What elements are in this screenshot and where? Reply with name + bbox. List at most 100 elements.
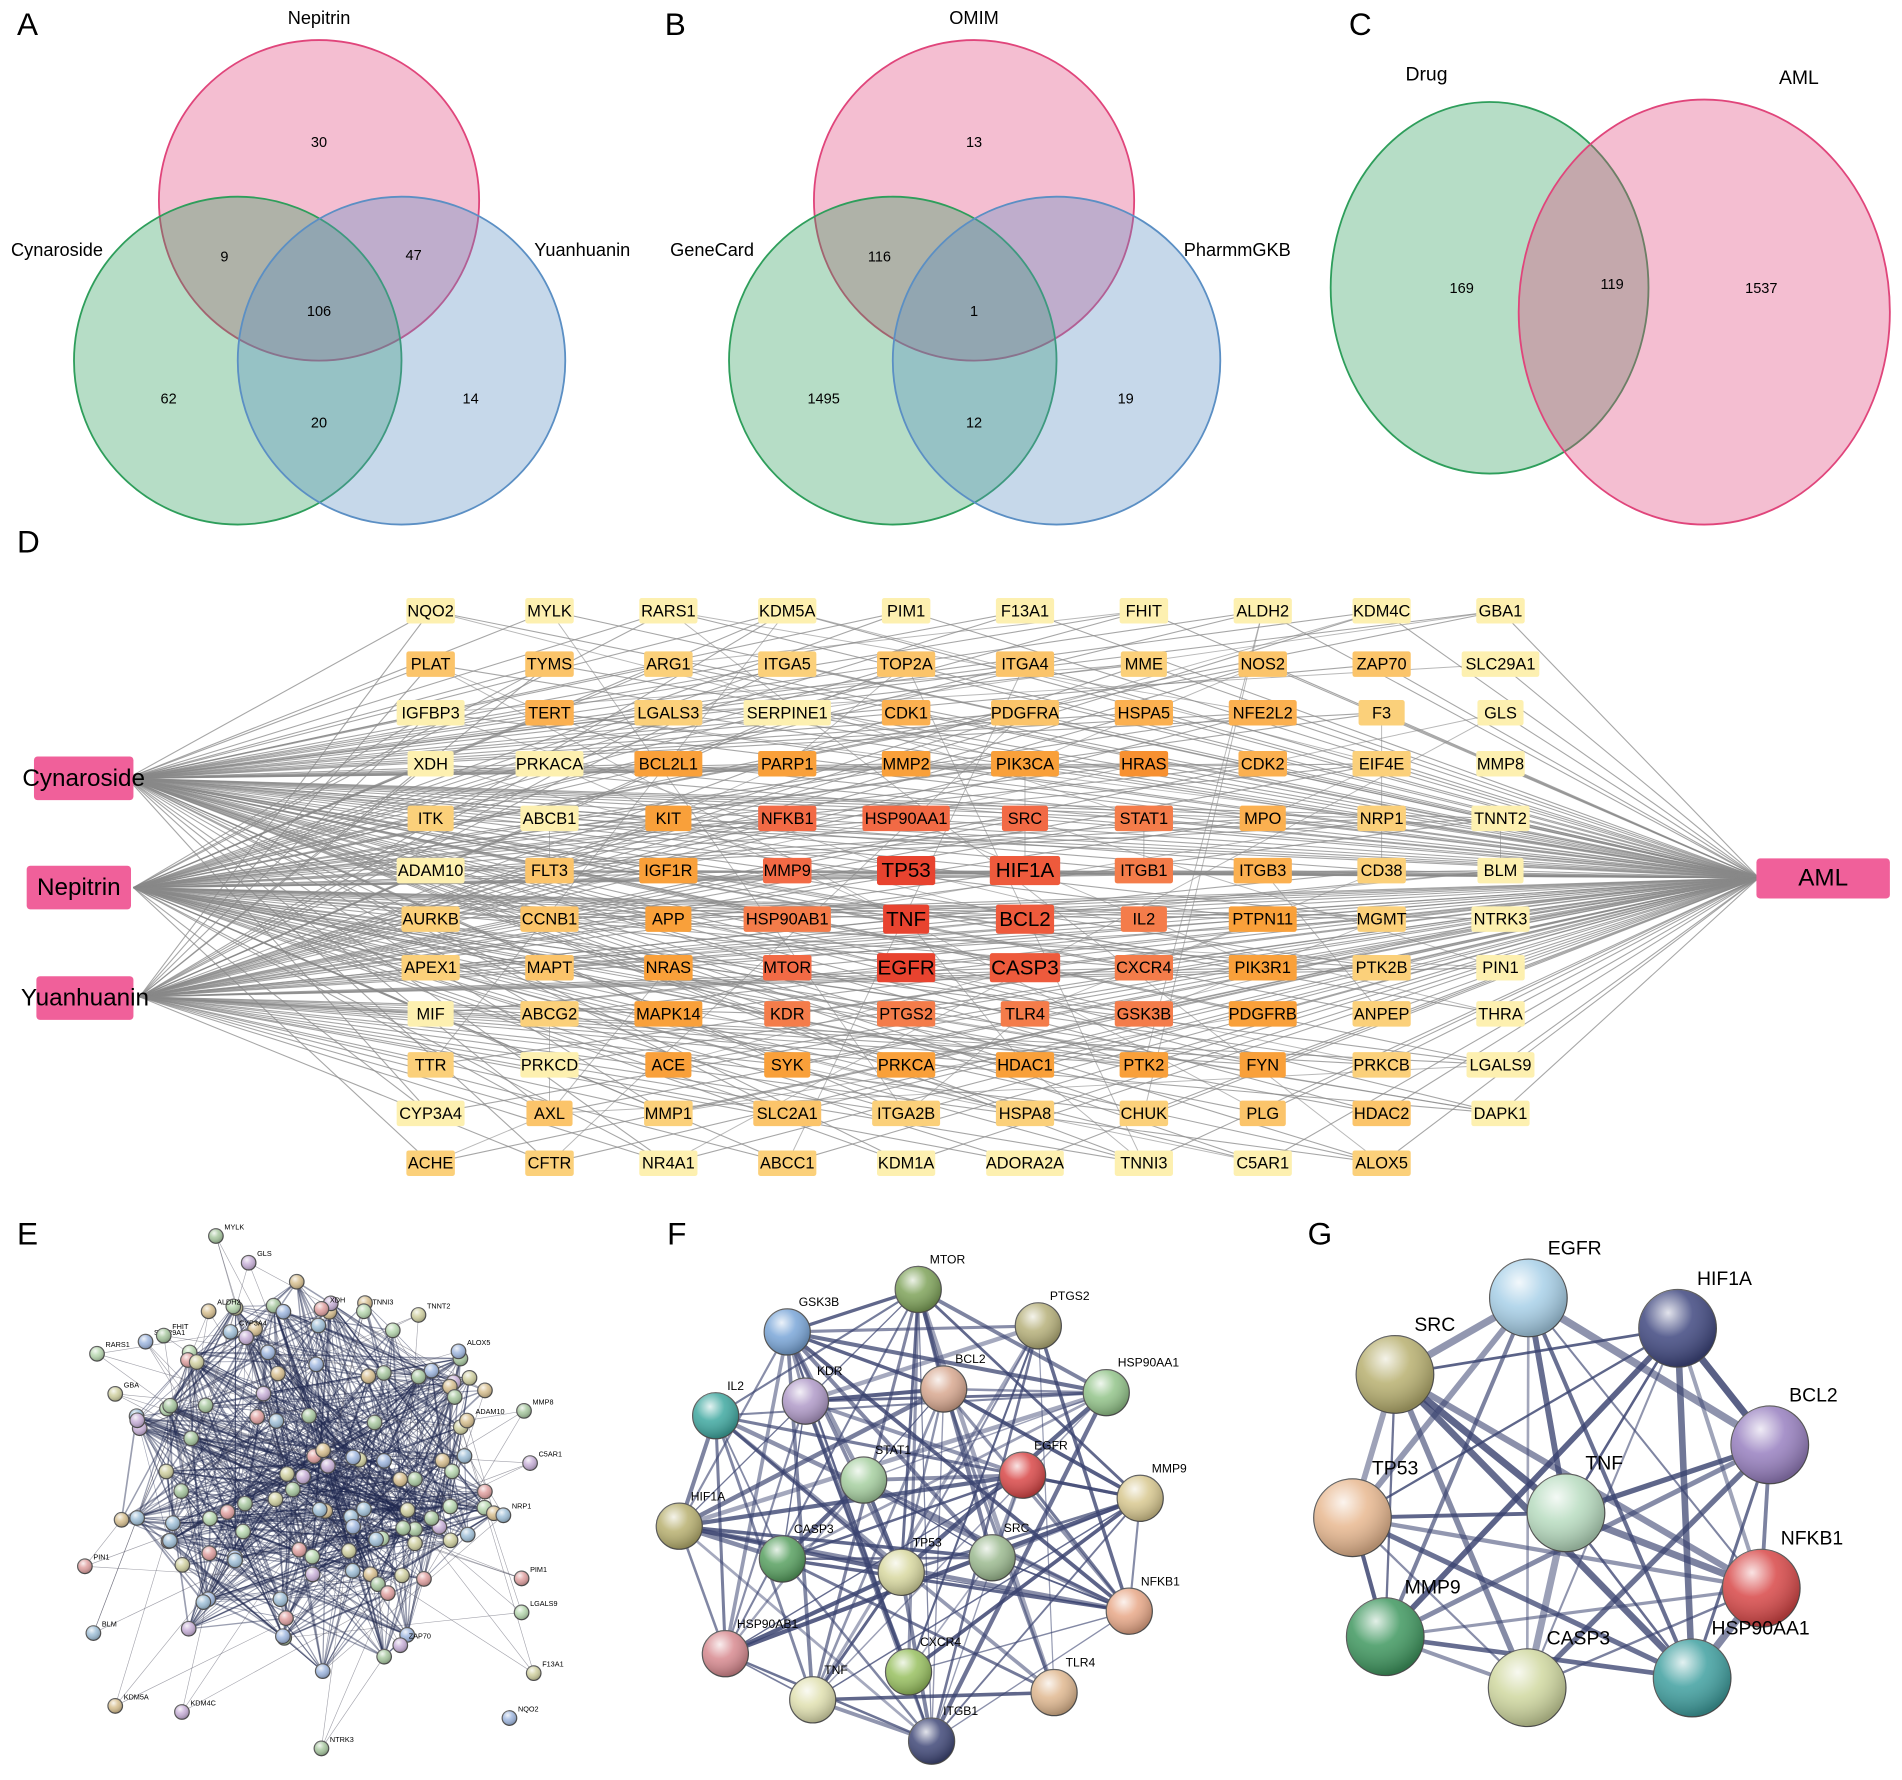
gene-node: [764, 1052, 811, 1078]
gene-node: [1238, 750, 1288, 777]
node-shine: [764, 1308, 811, 1356]
gene-node: [644, 651, 693, 677]
edge: [127, 610, 788, 779]
gene-node: [877, 1001, 936, 1027]
edge: [367, 1376, 404, 1529]
edge: [1384, 1374, 1397, 1637]
gene-label: TTR: [415, 1056, 447, 1074]
edge: [166, 1407, 408, 1511]
edge: [133, 887, 431, 1164]
node-shine: [782, 1378, 829, 1425]
node-shine: [260, 1345, 276, 1360]
edge: [207, 1531, 244, 1600]
edge: [227, 1426, 462, 1513]
edge: [1262, 712, 1501, 765]
gene-node: [1228, 699, 1297, 726]
edge: [234, 1498, 277, 1558]
gene-label: GLS: [1484, 704, 1517, 722]
node-label: C5AR1: [539, 1450, 562, 1459]
edge: [127, 777, 907, 1164]
gene-node: [1119, 1052, 1169, 1078]
edge: [169, 1307, 236, 1406]
gene-label: TOP2A: [879, 656, 932, 674]
gene-label: CDK2: [1241, 755, 1285, 773]
gene-label: C5AR1: [1236, 1155, 1289, 1173]
gene-label: KDM5A: [759, 602, 815, 620]
edge: [430, 1370, 451, 1507]
node-shine: [202, 1511, 218, 1526]
edge: [549, 712, 1026, 1164]
edge: [407, 1370, 433, 1511]
edge: [163, 1335, 440, 1528]
gene-node: [872, 1100, 941, 1127]
edge: [169, 1405, 210, 1600]
node-label: CXCR4: [920, 1635, 961, 1649]
edge: [244, 1364, 317, 1504]
gene-label: ALDH2: [1236, 602, 1289, 620]
edge: [296, 1281, 376, 1423]
gene-node: [1352, 1100, 1411, 1127]
node-label: TNNT2: [427, 1301, 450, 1310]
gene-label: ABCC1: [760, 1155, 815, 1173]
node-shine: [89, 1346, 105, 1362]
edge: [322, 1570, 354, 1672]
edge: [136, 1415, 534, 1674]
edge: [127, 777, 1144, 1015]
edge: [136, 1415, 408, 1511]
edge: [248, 1262, 310, 1416]
edge: [181, 1490, 485, 1493]
edge: [449, 1491, 486, 1541]
node-shine: [173, 1483, 189, 1499]
node-label: ALDH2: [217, 1298, 240, 1307]
edge: [190, 1437, 469, 1536]
gene-label: ITK: [418, 810, 444, 828]
edge: [374, 1422, 451, 1507]
node-shine: [269, 1413, 284, 1429]
edge: [312, 1528, 416, 1576]
edge: [273, 1305, 329, 1467]
edge: [283, 1311, 419, 1378]
edge: [900, 1496, 1141, 1574]
edge: [166, 1407, 324, 1452]
edge: [188, 1311, 330, 1629]
edge: [296, 1281, 361, 1460]
edge: [285, 1549, 300, 1619]
edge: [136, 1373, 279, 1519]
gene-label: PTK2: [1123, 1056, 1164, 1074]
edge: [327, 1311, 365, 1466]
source-node: [26, 865, 132, 910]
gene-node: [525, 651, 574, 677]
edge: [430, 663, 1263, 1114]
node-shine: [223, 1324, 238, 1340]
edge: [208, 1509, 365, 1600]
edge: [205, 1405, 284, 1637]
edge: [377, 1377, 470, 1585]
gene-label: CXCR4: [1116, 959, 1171, 977]
panel-letter: F: [667, 1215, 686, 1251]
edge: [1500, 663, 1760, 879]
gene-label: FHIT: [1126, 602, 1162, 620]
gene-label: GSK3B: [1117, 1005, 1172, 1023]
edge: [1143, 610, 1264, 1114]
region-count: 20: [311, 416, 327, 432]
node-label: EGFR: [1034, 1438, 1068, 1452]
edge: [402, 1314, 419, 1529]
edge: [169, 1540, 324, 1672]
edge: [139, 996, 1382, 1066]
node-shine: [394, 1568, 410, 1583]
edge: [196, 1306, 234, 1363]
edge: [139, 996, 550, 1164]
node-label: MMP9: [1152, 1461, 1187, 1475]
edge: [318, 1325, 468, 1535]
edge: [139, 996, 1382, 1164]
edge: [133, 887, 1382, 1164]
node-shine: [393, 1637, 408, 1653]
edge: [169, 1540, 300, 1551]
edge: [668, 877, 1759, 920]
node-shine: [174, 1704, 190, 1720]
gene-node: [1000, 1001, 1050, 1027]
gene-label: CD38: [1361, 862, 1403, 880]
edge: [133, 887, 1382, 1114]
region-count: 116: [868, 249, 891, 265]
